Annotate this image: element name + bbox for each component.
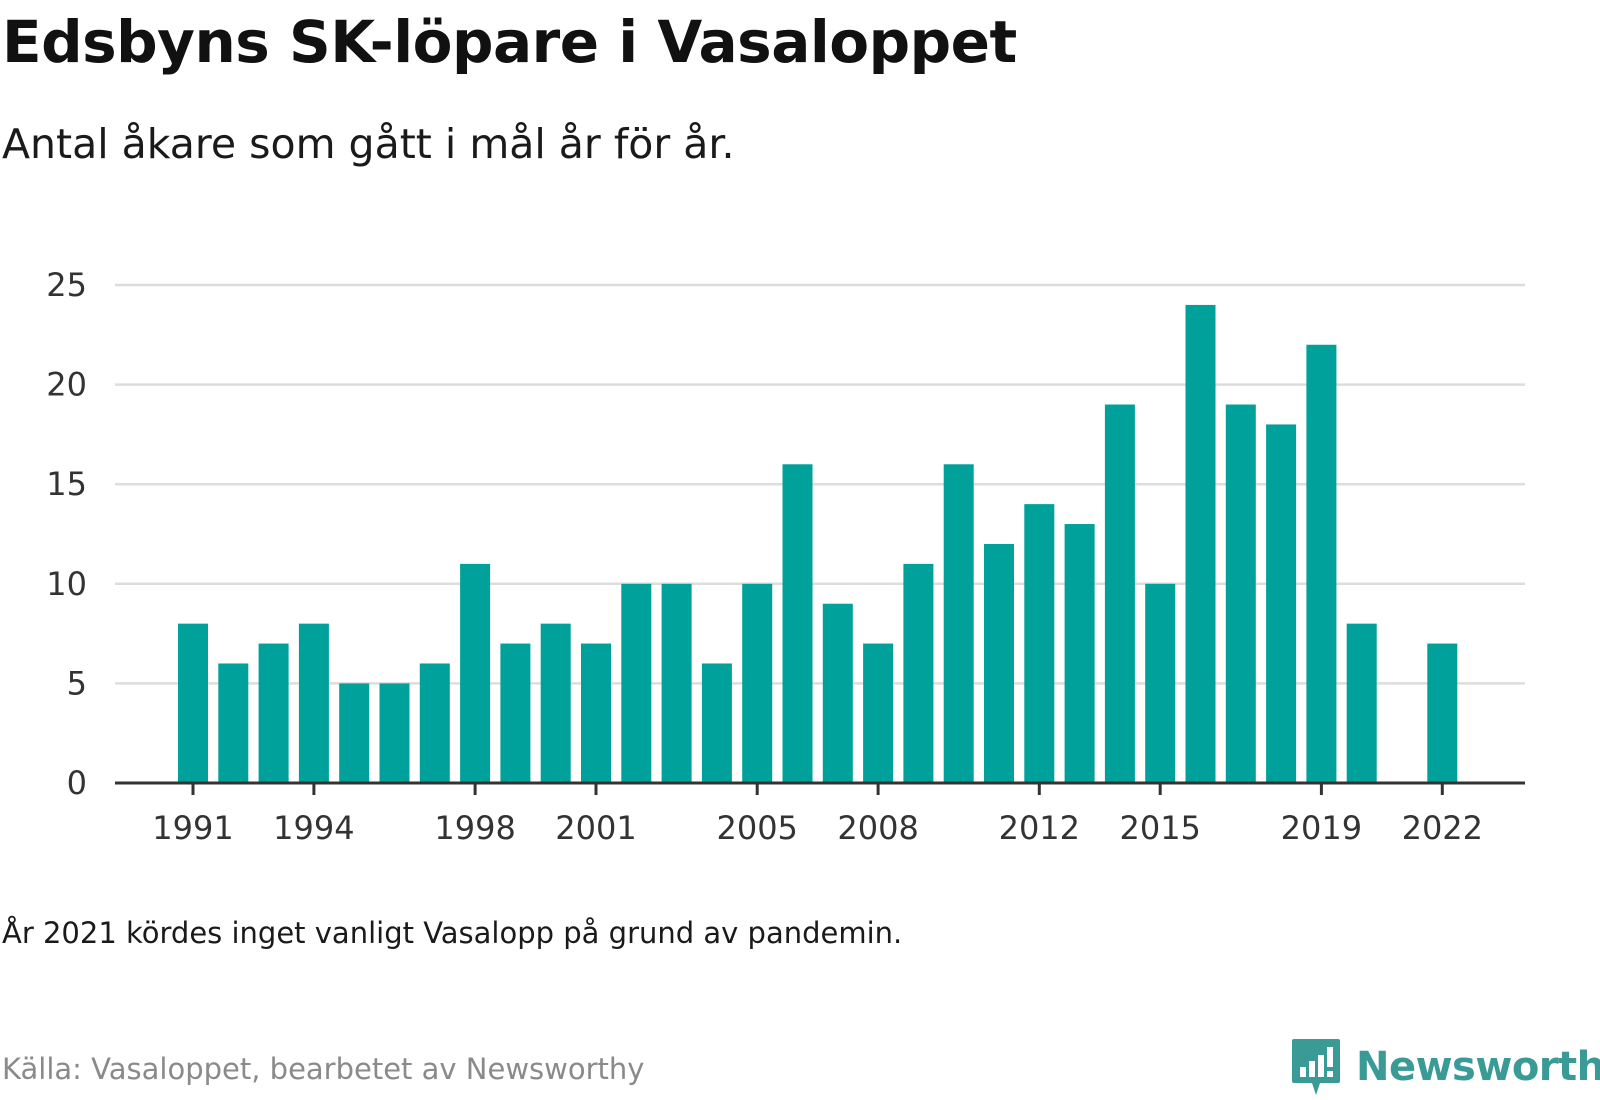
bar-2018 bbox=[1266, 424, 1297, 783]
bar-1991 bbox=[178, 623, 208, 783]
bar-2010 bbox=[943, 464, 974, 783]
bar-2022 bbox=[1427, 643, 1458, 783]
source-text: Källa: Vasaloppet, bearbetet av Newswort… bbox=[2, 1052, 645, 1086]
bar-1994 bbox=[298, 623, 329, 783]
bar-2011 bbox=[984, 543, 1014, 783]
brand-logo: Newsworthy bbox=[1290, 1035, 1600, 1099]
bar-2000 bbox=[540, 623, 571, 783]
y-tick-label: 20 bbox=[46, 366, 87, 404]
bar-2006 bbox=[782, 464, 813, 783]
x-tick-label: 2022 bbox=[1402, 809, 1483, 847]
chart-title: Edsbyns SK-löpare i Vasaloppet bbox=[2, 8, 1017, 76]
bar-1996 bbox=[379, 683, 410, 783]
bar-2013 bbox=[1064, 524, 1095, 783]
bar-2017 bbox=[1225, 404, 1256, 783]
chart-note: År 2021 kördes inget vanligt Vasalopp på… bbox=[2, 916, 903, 950]
x-tick-label: 2019 bbox=[1281, 809, 1362, 847]
bar-2015 bbox=[1145, 583, 1176, 783]
bar-chart: 0 5 10 15 20 25 1991 1994 1998 2001 2005 2008 2012 20… bbox=[46, 266, 1525, 847]
bar-2012 bbox=[1024, 504, 1055, 783]
bar-2014 bbox=[1104, 404, 1135, 783]
chart-subtitle: Antal åkare som gått i mål år för år. bbox=[2, 120, 735, 168]
bar-1999 bbox=[500, 643, 531, 783]
bar-1997 bbox=[419, 663, 450, 783]
x-tick-label: 2005 bbox=[716, 809, 797, 847]
x-tick-label: 1998 bbox=[434, 809, 515, 847]
bar-2001 bbox=[581, 643, 611, 783]
y-tick-label: 25 bbox=[46, 266, 87, 304]
bar-2007 bbox=[822, 603, 853, 783]
y-tick-label: 5 bbox=[67, 664, 87, 702]
x-tick-label: 1991 bbox=[152, 809, 233, 847]
brand-name: Newsworthy bbox=[1356, 1044, 1600, 1090]
x-tick-label: 2008 bbox=[837, 809, 918, 847]
bar-2020 bbox=[1346, 623, 1377, 783]
bar-2009 bbox=[903, 563, 934, 783]
y-tick-label: 10 bbox=[46, 565, 87, 603]
x-tick-label: 2012 bbox=[999, 809, 1080, 847]
bar-2005 bbox=[742, 583, 773, 783]
bar-2004 bbox=[701, 663, 732, 783]
bar-2008 bbox=[863, 643, 894, 783]
x-tick-label: 2015 bbox=[1119, 809, 1200, 847]
bar-2019 bbox=[1306, 344, 1337, 783]
bar-1992 bbox=[218, 663, 249, 783]
y-tick-label: 15 bbox=[46, 465, 87, 503]
bar-1995 bbox=[339, 683, 370, 783]
x-tick-label: 2001 bbox=[555, 809, 636, 847]
y-tick-label: 0 bbox=[67, 764, 87, 802]
bar-2003 bbox=[661, 583, 692, 783]
x-tick-label: 1994 bbox=[273, 809, 354, 847]
bar-1998 bbox=[460, 563, 491, 783]
bar-2016 bbox=[1185, 304, 1216, 783]
newsworthy-logo-icon bbox=[1292, 1039, 1340, 1095]
bar-2002 bbox=[621, 583, 652, 783]
bar-1993 bbox=[258, 643, 289, 783]
